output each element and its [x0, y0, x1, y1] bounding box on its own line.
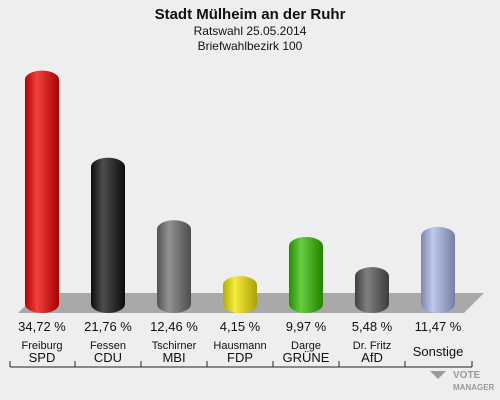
category-axis — [9, 361, 473, 368]
party-label: AfD — [361, 350, 383, 365]
bar-sonstige — [421, 226, 455, 313]
candidate-label: Tschirner — [152, 340, 197, 352]
bar-spd — [25, 70, 59, 313]
party-label: SPD — [29, 350, 56, 365]
party-label: FDP — [227, 350, 253, 365]
candidate-label: Freiburg — [22, 340, 63, 352]
party-label: CDU — [94, 350, 122, 365]
party-label: GRÜNE — [283, 350, 330, 365]
value-label: 5,48 % — [352, 319, 393, 334]
watermark-line1: VOTE — [453, 370, 481, 381]
bar-mbi — [157, 220, 191, 313]
watermark-icon — [430, 371, 446, 379]
chart-title: Stadt Mülheim an der Ruhr — [155, 6, 346, 23]
bar-fdp — [223, 276, 257, 313]
bar-gr-ne — [289, 236, 323, 313]
bars-group — [25, 70, 455, 313]
candidate-label: Darge — [291, 340, 321, 352]
bar-afd — [355, 267, 389, 313]
value-label: 21,76 % — [84, 319, 132, 334]
watermark-line2: MANAGER — [453, 383, 495, 392]
candidate-label: Fessen — [90, 340, 126, 352]
chart-subtitle-date: Ratswahl 25.05.2014 — [194, 24, 307, 38]
party-label: MBI — [162, 350, 185, 365]
value-label: 4,15 % — [220, 319, 261, 334]
bar-cdu — [91, 157, 125, 313]
party-label: Sonstige — [413, 344, 464, 359]
value-label: 12,46 % — [150, 319, 198, 334]
candidate-label: Dr. Fritz — [353, 340, 392, 352]
watermark: VOTE MANAGER — [430, 370, 495, 392]
value-label: 11,47 % — [415, 319, 462, 334]
candidate-label: Hausmann — [213, 340, 266, 352]
value-label: 9,97 % — [286, 319, 327, 334]
chart-subtitle-district: Briefwahlbezirk 100 — [198, 39, 303, 53]
value-label: 34,72 % — [18, 319, 66, 334]
